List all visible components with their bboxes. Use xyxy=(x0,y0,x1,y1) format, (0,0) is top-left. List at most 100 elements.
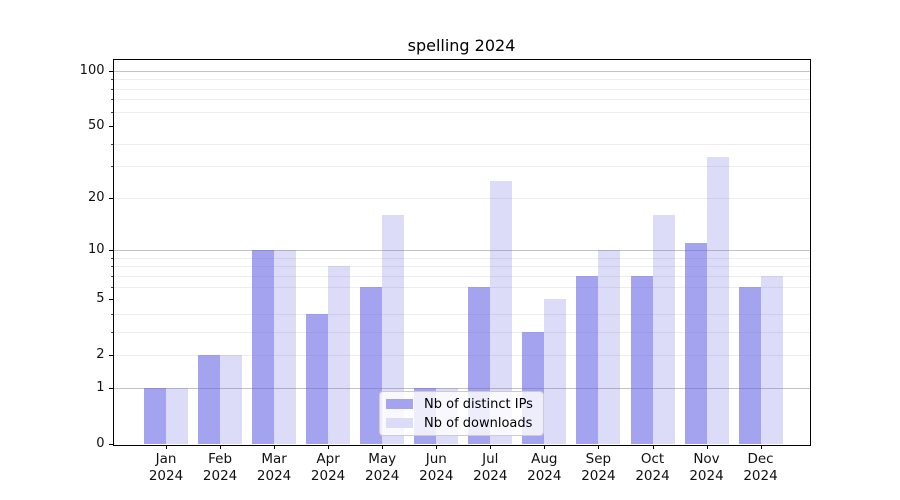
gridline-minor xyxy=(113,266,810,268)
x-tick-year: 2024 xyxy=(365,468,400,485)
x-tick-month: Nov xyxy=(693,451,720,468)
chart-title: spelling 2024 xyxy=(407,36,516,55)
x-tick-month: Jun xyxy=(425,451,447,468)
x-tick-year: 2024 xyxy=(148,468,184,485)
gridline-minor xyxy=(113,143,810,145)
x-tick-mark xyxy=(652,445,654,450)
bar-distinct-ips-jan xyxy=(144,388,166,445)
gridline-minor xyxy=(113,166,810,168)
x-tick-month: Aug xyxy=(531,451,558,468)
x-tick-month: Jan xyxy=(155,451,177,468)
y-tick-label: 2 xyxy=(96,347,105,363)
x-tick-mark xyxy=(274,445,276,450)
y-tick-label: 20 xyxy=(87,189,105,205)
bar-downloads-dec xyxy=(760,276,783,445)
legend-swatch-downloads-icon xyxy=(386,418,413,428)
x-tick-mark xyxy=(328,445,330,450)
y-minor-tick-mark xyxy=(110,79,113,81)
gridline-minor xyxy=(113,314,810,315)
y-tick-label: 50 xyxy=(87,118,105,133)
gridline-minor xyxy=(113,99,810,101)
bar-distinct-ips-may xyxy=(360,286,383,445)
bar-distinct-ips-apr xyxy=(306,314,329,445)
x-tick-label-aug: Aug 2024 xyxy=(508,451,580,485)
x-tick-label-sep: Sep 2024 xyxy=(562,451,634,485)
x-tick-mark xyxy=(760,445,762,450)
y-minor-tick-mark xyxy=(110,314,113,315)
gridline-minor xyxy=(113,257,810,259)
x-tick-mark xyxy=(706,445,708,450)
legend-swatch-distinct-ips-icon xyxy=(386,399,413,409)
x-tick-mark xyxy=(490,445,492,450)
x-tick-month: Feb xyxy=(208,451,233,468)
y-tick-label: 1 xyxy=(96,380,105,396)
bar-downloads-oct xyxy=(652,214,675,445)
x-tick-year: 2024 xyxy=(473,468,508,485)
bar-downloads-aug xyxy=(544,299,567,445)
y-minor-tick-mark xyxy=(110,88,113,90)
gridline-major xyxy=(113,388,810,390)
x-tick-year: 2024 xyxy=(310,468,346,485)
x-tick-year: 2024 xyxy=(581,468,616,485)
gridline-minor xyxy=(113,197,810,199)
y-tick-mark xyxy=(109,197,113,199)
bar-downloads-sep xyxy=(598,250,621,445)
gridline-minor xyxy=(113,79,810,81)
bar-downloads-mar xyxy=(274,250,297,445)
gridline-minor xyxy=(113,355,810,357)
x-tick-year: 2024 xyxy=(635,468,670,485)
y-minor-tick-mark xyxy=(110,276,113,277)
x-tick-label-feb: Feb 2024 xyxy=(184,451,256,485)
y-minor-tick-mark xyxy=(110,257,113,259)
bar-downloads-jan xyxy=(166,388,188,445)
x-tick-label-apr: Apr 2024 xyxy=(292,451,364,485)
bar-distinct-ips-feb xyxy=(198,355,221,445)
x-tick-label-oct: Oct 2024 xyxy=(617,451,689,485)
x-tick-mark xyxy=(166,445,167,450)
bar-distinct-ips-oct xyxy=(630,276,653,445)
gridline-minor xyxy=(113,332,810,334)
x-tick-mark xyxy=(220,445,222,450)
x-tick-label-jun: Jun 2024 xyxy=(400,451,472,485)
x-tick-mark xyxy=(382,445,384,450)
legend-label-downloads: Nb of downloads xyxy=(424,415,533,431)
gridline-major xyxy=(113,70,810,72)
x-tick-year: 2024 xyxy=(202,468,238,485)
bar-distinct-ips-mar xyxy=(252,250,275,445)
legend-row-distinct-ips: Nb of distinct IPs xyxy=(386,397,537,412)
y-tick-label: 0 xyxy=(96,436,105,452)
bar-downloads-apr xyxy=(328,266,351,445)
y-minor-tick-mark xyxy=(110,332,113,334)
bar-downloads-may xyxy=(382,214,405,445)
x-tick-year: 2024 xyxy=(689,468,724,485)
x-tick-month: Sep xyxy=(585,451,612,468)
y-minor-tick-mark xyxy=(110,266,113,268)
y-tick-mark xyxy=(109,250,113,252)
gridline-minor xyxy=(113,286,810,288)
y-tick-mark xyxy=(109,70,113,72)
y-minor-tick-mark xyxy=(110,111,113,113)
x-tick-month: Dec xyxy=(747,451,774,468)
y-tick-mark xyxy=(109,355,113,357)
legend-row-downloads: Nb of downloads xyxy=(386,416,537,431)
y-minor-tick-mark xyxy=(110,166,113,168)
x-tick-label-nov: Nov 2024 xyxy=(671,451,743,485)
x-tick-mark xyxy=(598,445,600,450)
gridline-major xyxy=(113,250,810,252)
y-tick-label: 100 xyxy=(79,62,105,78)
gridline-minor xyxy=(113,88,810,90)
bar-distinct-ips-dec xyxy=(738,286,761,445)
x-tick-label-jan: Jan 2024 xyxy=(130,451,202,485)
bar-downloads-jul xyxy=(490,180,513,445)
x-tick-year: 2024 xyxy=(527,468,562,485)
gridline-minor xyxy=(113,276,810,277)
x-tick-mark xyxy=(436,445,438,450)
x-tick-label-may: May 2024 xyxy=(346,451,418,485)
legend-label-distinct-ips: Nb of distinct IPs xyxy=(424,396,533,412)
x-tick-month: May xyxy=(368,451,397,468)
bar-downloads-feb xyxy=(220,355,243,445)
x-tick-mark xyxy=(544,445,546,450)
bar-distinct-ips-sep xyxy=(576,276,599,445)
